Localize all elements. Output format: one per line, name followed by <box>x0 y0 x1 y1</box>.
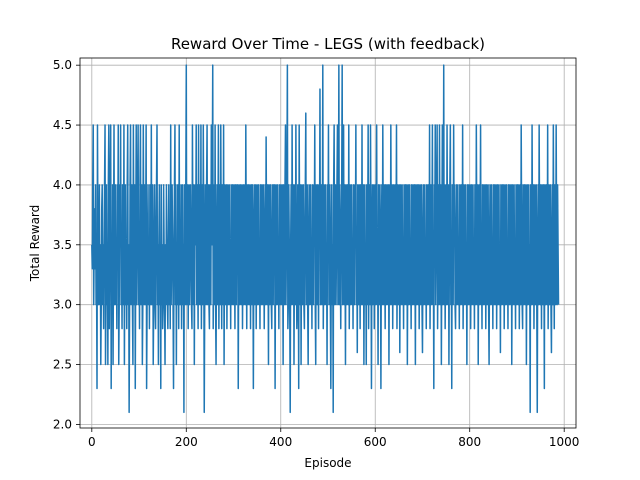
y-tick-label: 5.0 <box>53 58 72 72</box>
y-tick-label: 3.0 <box>53 298 72 312</box>
x-axis-label: Episode <box>304 456 351 470</box>
y-tick-label: 4.5 <box>53 118 72 132</box>
x-axis: 0 200 400 600 800 1000 <box>88 428 579 449</box>
y-axis-label: Total Reward <box>28 205 42 283</box>
y-axis: 2.0 2.5 3.0 3.5 4.0 4.5 5.0 <box>53 58 80 431</box>
x-tick-label: 0 <box>88 435 96 449</box>
y-tick-label: 2.5 <box>53 358 72 372</box>
x-tick-label: 800 <box>458 435 481 449</box>
y-tick-label: 3.5 <box>53 238 72 252</box>
x-tick-label: 400 <box>269 435 292 449</box>
y-tick-label: 4.0 <box>53 178 72 192</box>
y-tick-label: 2.0 <box>53 417 72 431</box>
axes-frame <box>79 57 577 429</box>
x-tick-label: 600 <box>364 435 387 449</box>
series-line <box>91 64 560 414</box>
x-tick-label: 1000 <box>549 435 580 449</box>
plot-area <box>91 64 560 414</box>
chart-title: Reward Over Time - LEGS (with feedback) <box>171 35 485 53</box>
x-tick-label: 200 <box>175 435 198 449</box>
